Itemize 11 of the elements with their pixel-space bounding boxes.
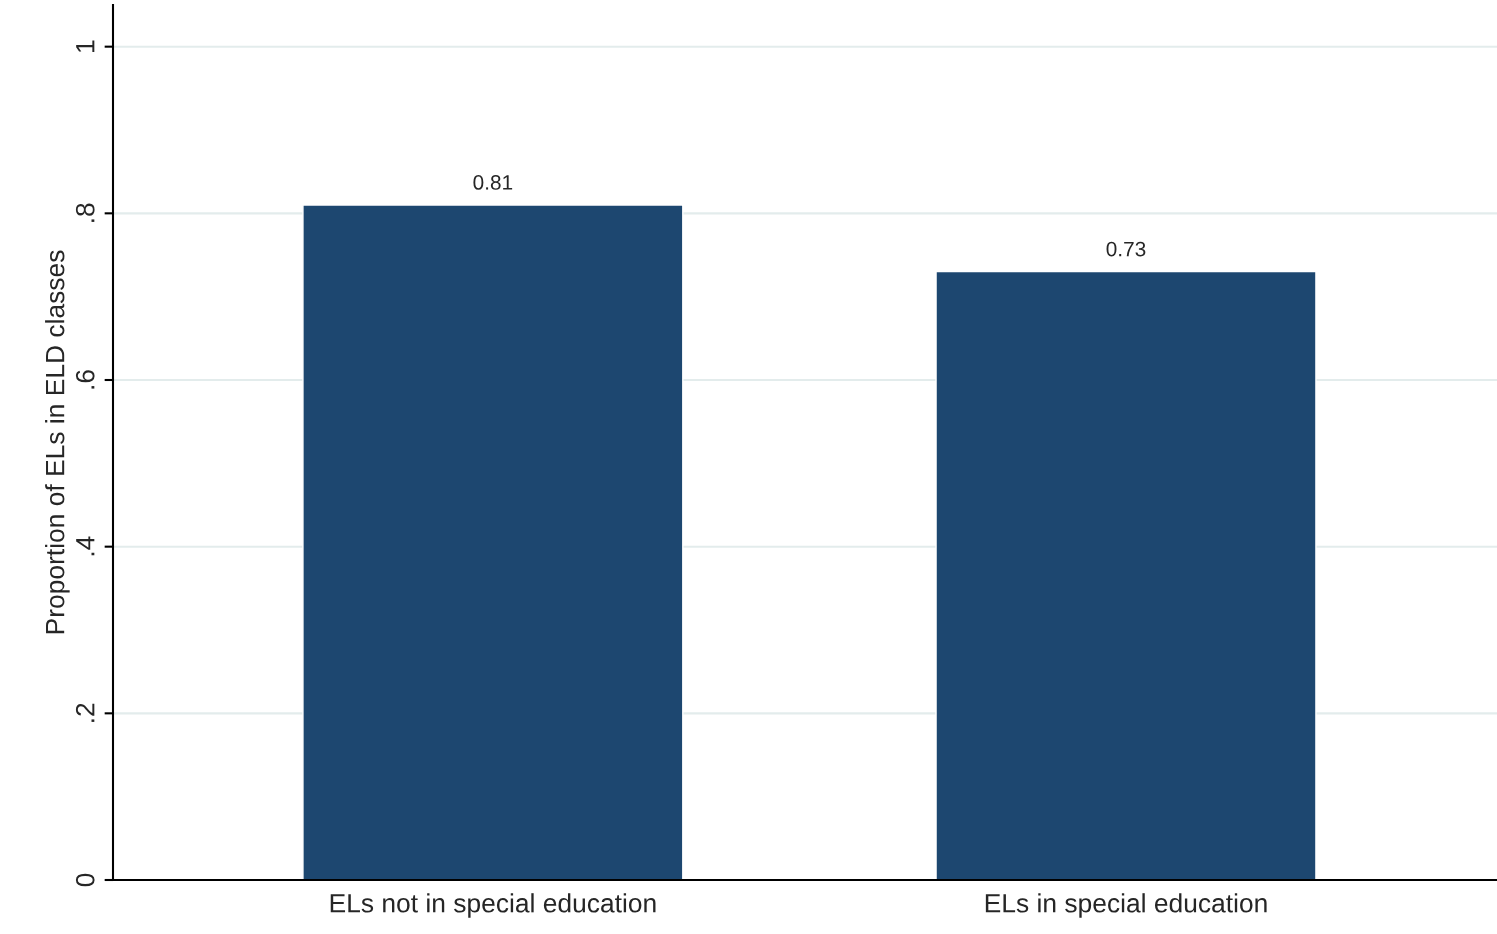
- y-tick-label: .4: [76, 536, 95, 556]
- y-tick-label: 1: [76, 40, 95, 52]
- y-tick-label: .6: [75, 370, 95, 389]
- y-tick-label: 0: [75, 873, 95, 887]
- data-label: 0.73: [1106, 241, 1146, 257]
- x-tick-label: ELs not in special education: [330, 893, 656, 918]
- y-tick-label: .8: [75, 203, 95, 222]
- y-tick-label: .2: [75, 703, 95, 722]
- data-label: 0.81: [473, 175, 513, 190]
- y-axis-title: Proportion of ELs in ELD classes: [45, 250, 70, 634]
- x-tick-label: ELs in special education: [985, 893, 1267, 918]
